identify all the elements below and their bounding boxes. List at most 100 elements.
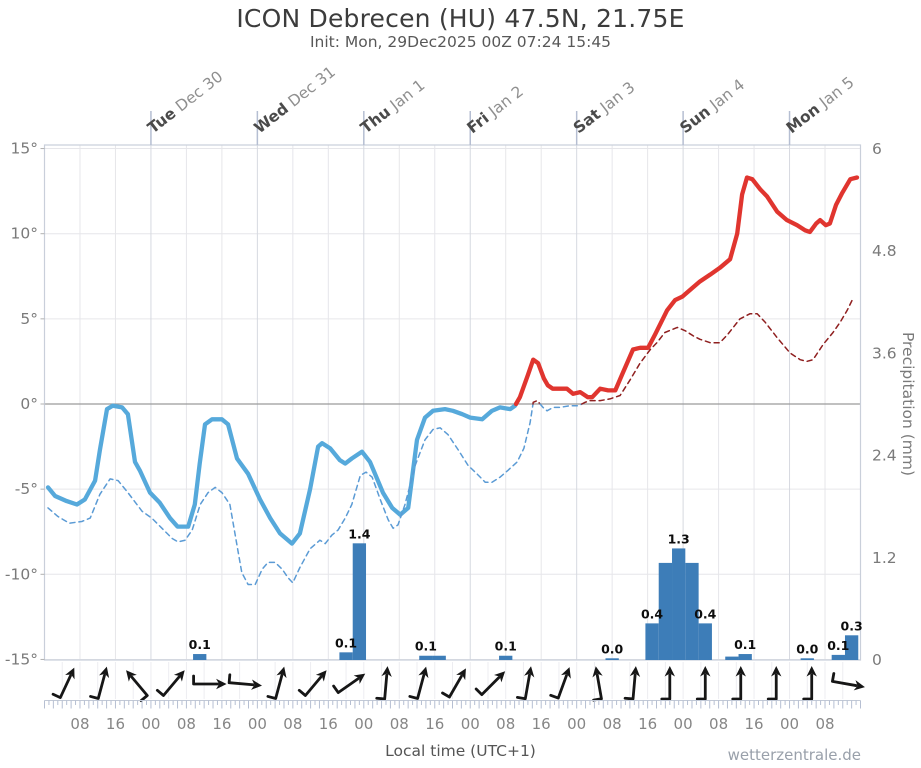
precip-bar-label: 0.4 (641, 606, 663, 621)
hour-label: 16 (212, 715, 231, 733)
precip-axis-label: 3.6 (872, 344, 897, 362)
wind-arrow-shaft (549, 674, 568, 700)
wind-arrow (695, 666, 711, 701)
dew_point-line-segment (532, 399, 541, 405)
wind-arrow (375, 666, 392, 701)
wind-arrow-shaft (441, 674, 463, 699)
wind-arrow-head (99, 666, 110, 679)
wind-arrow-shaft (297, 675, 323, 697)
wind-arrow-head (629, 666, 641, 677)
precip-bar (800, 658, 814, 660)
wind-arrow (516, 666, 535, 701)
wind-arrow-head (664, 666, 676, 677)
day-label: Fri Jan 2 (464, 82, 527, 137)
wind-arrow (297, 670, 327, 697)
hour-label: 08 (283, 715, 302, 733)
wind-arrow (802, 666, 817, 701)
wind-arrow-head (592, 666, 603, 678)
wind-arrow (766, 666, 782, 701)
precip-axis-label: 6 (872, 140, 882, 158)
wind-arrow-head (735, 666, 746, 677)
temp-axis-label: 10° (11, 225, 38, 243)
wind-arrow (192, 674, 227, 690)
hour-label: 00 (567, 715, 586, 733)
wind-arrow-head (216, 678, 227, 690)
hour-label: 08 (815, 715, 834, 733)
precip-bar-label: 0.1 (415, 639, 437, 654)
hour-label: 08 (70, 715, 89, 733)
wind-arrow-head (126, 670, 137, 682)
hour-label: 16 (638, 715, 657, 733)
wind-arrow-head (276, 666, 287, 679)
wind-arrow (660, 666, 676, 701)
wind-arrow-head (806, 666, 817, 677)
precip-bar-label: 1.3 (668, 531, 690, 546)
dew_point-line-segment (581, 297, 854, 405)
dew_point-line-segment (539, 403, 583, 412)
precip-bar (672, 548, 686, 660)
day-label: Thu Jan 1 (357, 76, 428, 137)
day-label: Sun Jan 4 (676, 76, 748, 137)
day-label: Wed Dec 31 (251, 63, 339, 137)
hour-label: 08 (496, 715, 515, 733)
wind-arrow-head (315, 670, 327, 682)
precip-bar (658, 562, 673, 660)
day-label: Tue Dec 30 (144, 68, 226, 138)
wind-arrow-head (561, 667, 571, 679)
wind-arrow-head (381, 666, 392, 677)
wind-arrow-shaft (332, 677, 360, 695)
dew_point-line-segment (47, 403, 534, 586)
hour-label: 08 (390, 715, 409, 733)
wind-arrow-head (524, 666, 535, 678)
wind-arrow-head (700, 666, 711, 677)
precip-bar (685, 562, 699, 660)
day-label: Sat Jan 3 (570, 78, 638, 137)
wind-arrow (441, 668, 466, 699)
hour-label: 00 (461, 715, 480, 733)
temperature_2m-line-segment (45, 401, 519, 546)
wind-arrow-shaft (731, 673, 743, 701)
precip-axis-label: 2.4 (872, 447, 897, 465)
wind-arrow (731, 666, 746, 701)
temp-axis-label: 0° (20, 395, 38, 413)
wind-arrow (831, 672, 865, 691)
wind-arrow-head (456, 668, 466, 681)
wind-arrow-shaft (831, 672, 858, 687)
wind-arrow-head (494, 671, 506, 683)
precip-bar (605, 658, 619, 660)
day-label-text: Sun Jan 4 (676, 76, 748, 137)
precip-axis-label: 4.8 (872, 242, 897, 260)
precip-bar-label: 0.0 (601, 641, 623, 656)
wind-arrow (474, 671, 506, 697)
precip-axis-label: 1.2 (872, 549, 897, 567)
wind-arrow (89, 666, 110, 700)
wind-arrow (227, 673, 262, 690)
wind-arrow-shaft (660, 673, 672, 701)
precip-bar (844, 635, 859, 660)
wind-arrow (51, 667, 75, 699)
temp-axis-label: -10° (5, 565, 38, 583)
hour-label: 00 (674, 715, 693, 733)
wind-arrow-shaft (408, 673, 426, 700)
precip-bar-label: 0.1 (827, 638, 849, 653)
wind-arrow-head (771, 666, 782, 677)
wind-arrow-shaft (155, 675, 181, 697)
precip-bar-label: 0.0 (796, 641, 818, 656)
temp-axis-label: -5° (15, 480, 38, 498)
wind-arrow-shaft (51, 674, 72, 699)
precip-bar (698, 623, 712, 660)
temp-axis-label: 15° (11, 140, 38, 158)
plot-border (43, 144, 862, 661)
wind-arrow-head (418, 666, 429, 679)
hour-label: 00 (248, 715, 267, 733)
day-label-text: Thu Jan 1 (357, 76, 428, 137)
precip-axis-label: 0 (872, 651, 882, 669)
precip-bar (738, 654, 752, 660)
day-label: Mon Jan 5 (783, 73, 858, 137)
wind-arrow-shaft (516, 673, 531, 701)
wind-arrow (266, 666, 287, 700)
wind-arrow-shaft (592, 673, 603, 702)
precip-bar-label: 0.4 (694, 606, 716, 621)
wind-arrow-head (65, 667, 75, 680)
